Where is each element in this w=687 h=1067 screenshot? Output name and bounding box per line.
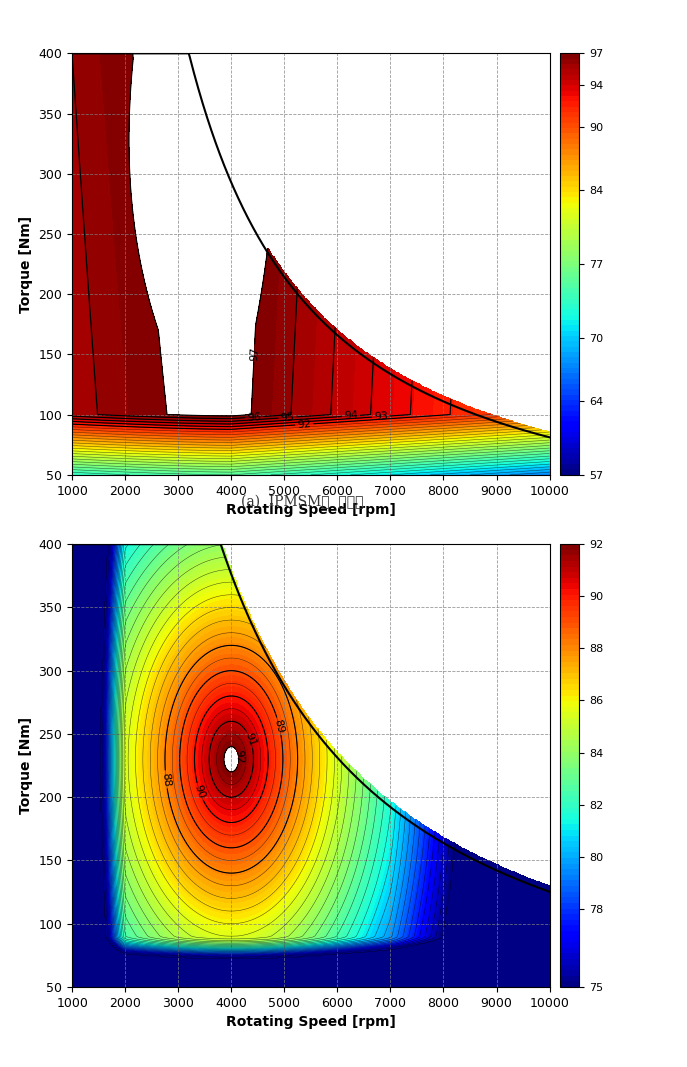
Text: 93: 93 xyxy=(374,411,388,423)
X-axis label: Rotating Speed [rpm]: Rotating Speed [rpm] xyxy=(226,1016,396,1030)
Text: 95: 95 xyxy=(280,412,295,423)
Text: 97: 97 xyxy=(249,346,260,361)
Text: 96: 96 xyxy=(247,412,262,423)
Text: 90: 90 xyxy=(192,783,207,800)
Text: 89: 89 xyxy=(273,718,286,734)
Text: 92: 92 xyxy=(297,419,312,430)
Text: 91: 91 xyxy=(243,731,257,748)
Y-axis label: Torque [Nm]: Torque [Nm] xyxy=(19,717,33,814)
Text: 92: 92 xyxy=(233,750,245,765)
X-axis label: Rotating Speed [rpm]: Rotating Speed [rpm] xyxy=(226,504,396,517)
Text: 88: 88 xyxy=(160,771,172,787)
Text: 94: 94 xyxy=(344,411,359,421)
Y-axis label: Torque [Nm]: Torque [Nm] xyxy=(19,216,33,313)
Text: (a)  IPMSM의  효율맵: (a) IPMSM의 효율맵 xyxy=(241,495,363,509)
